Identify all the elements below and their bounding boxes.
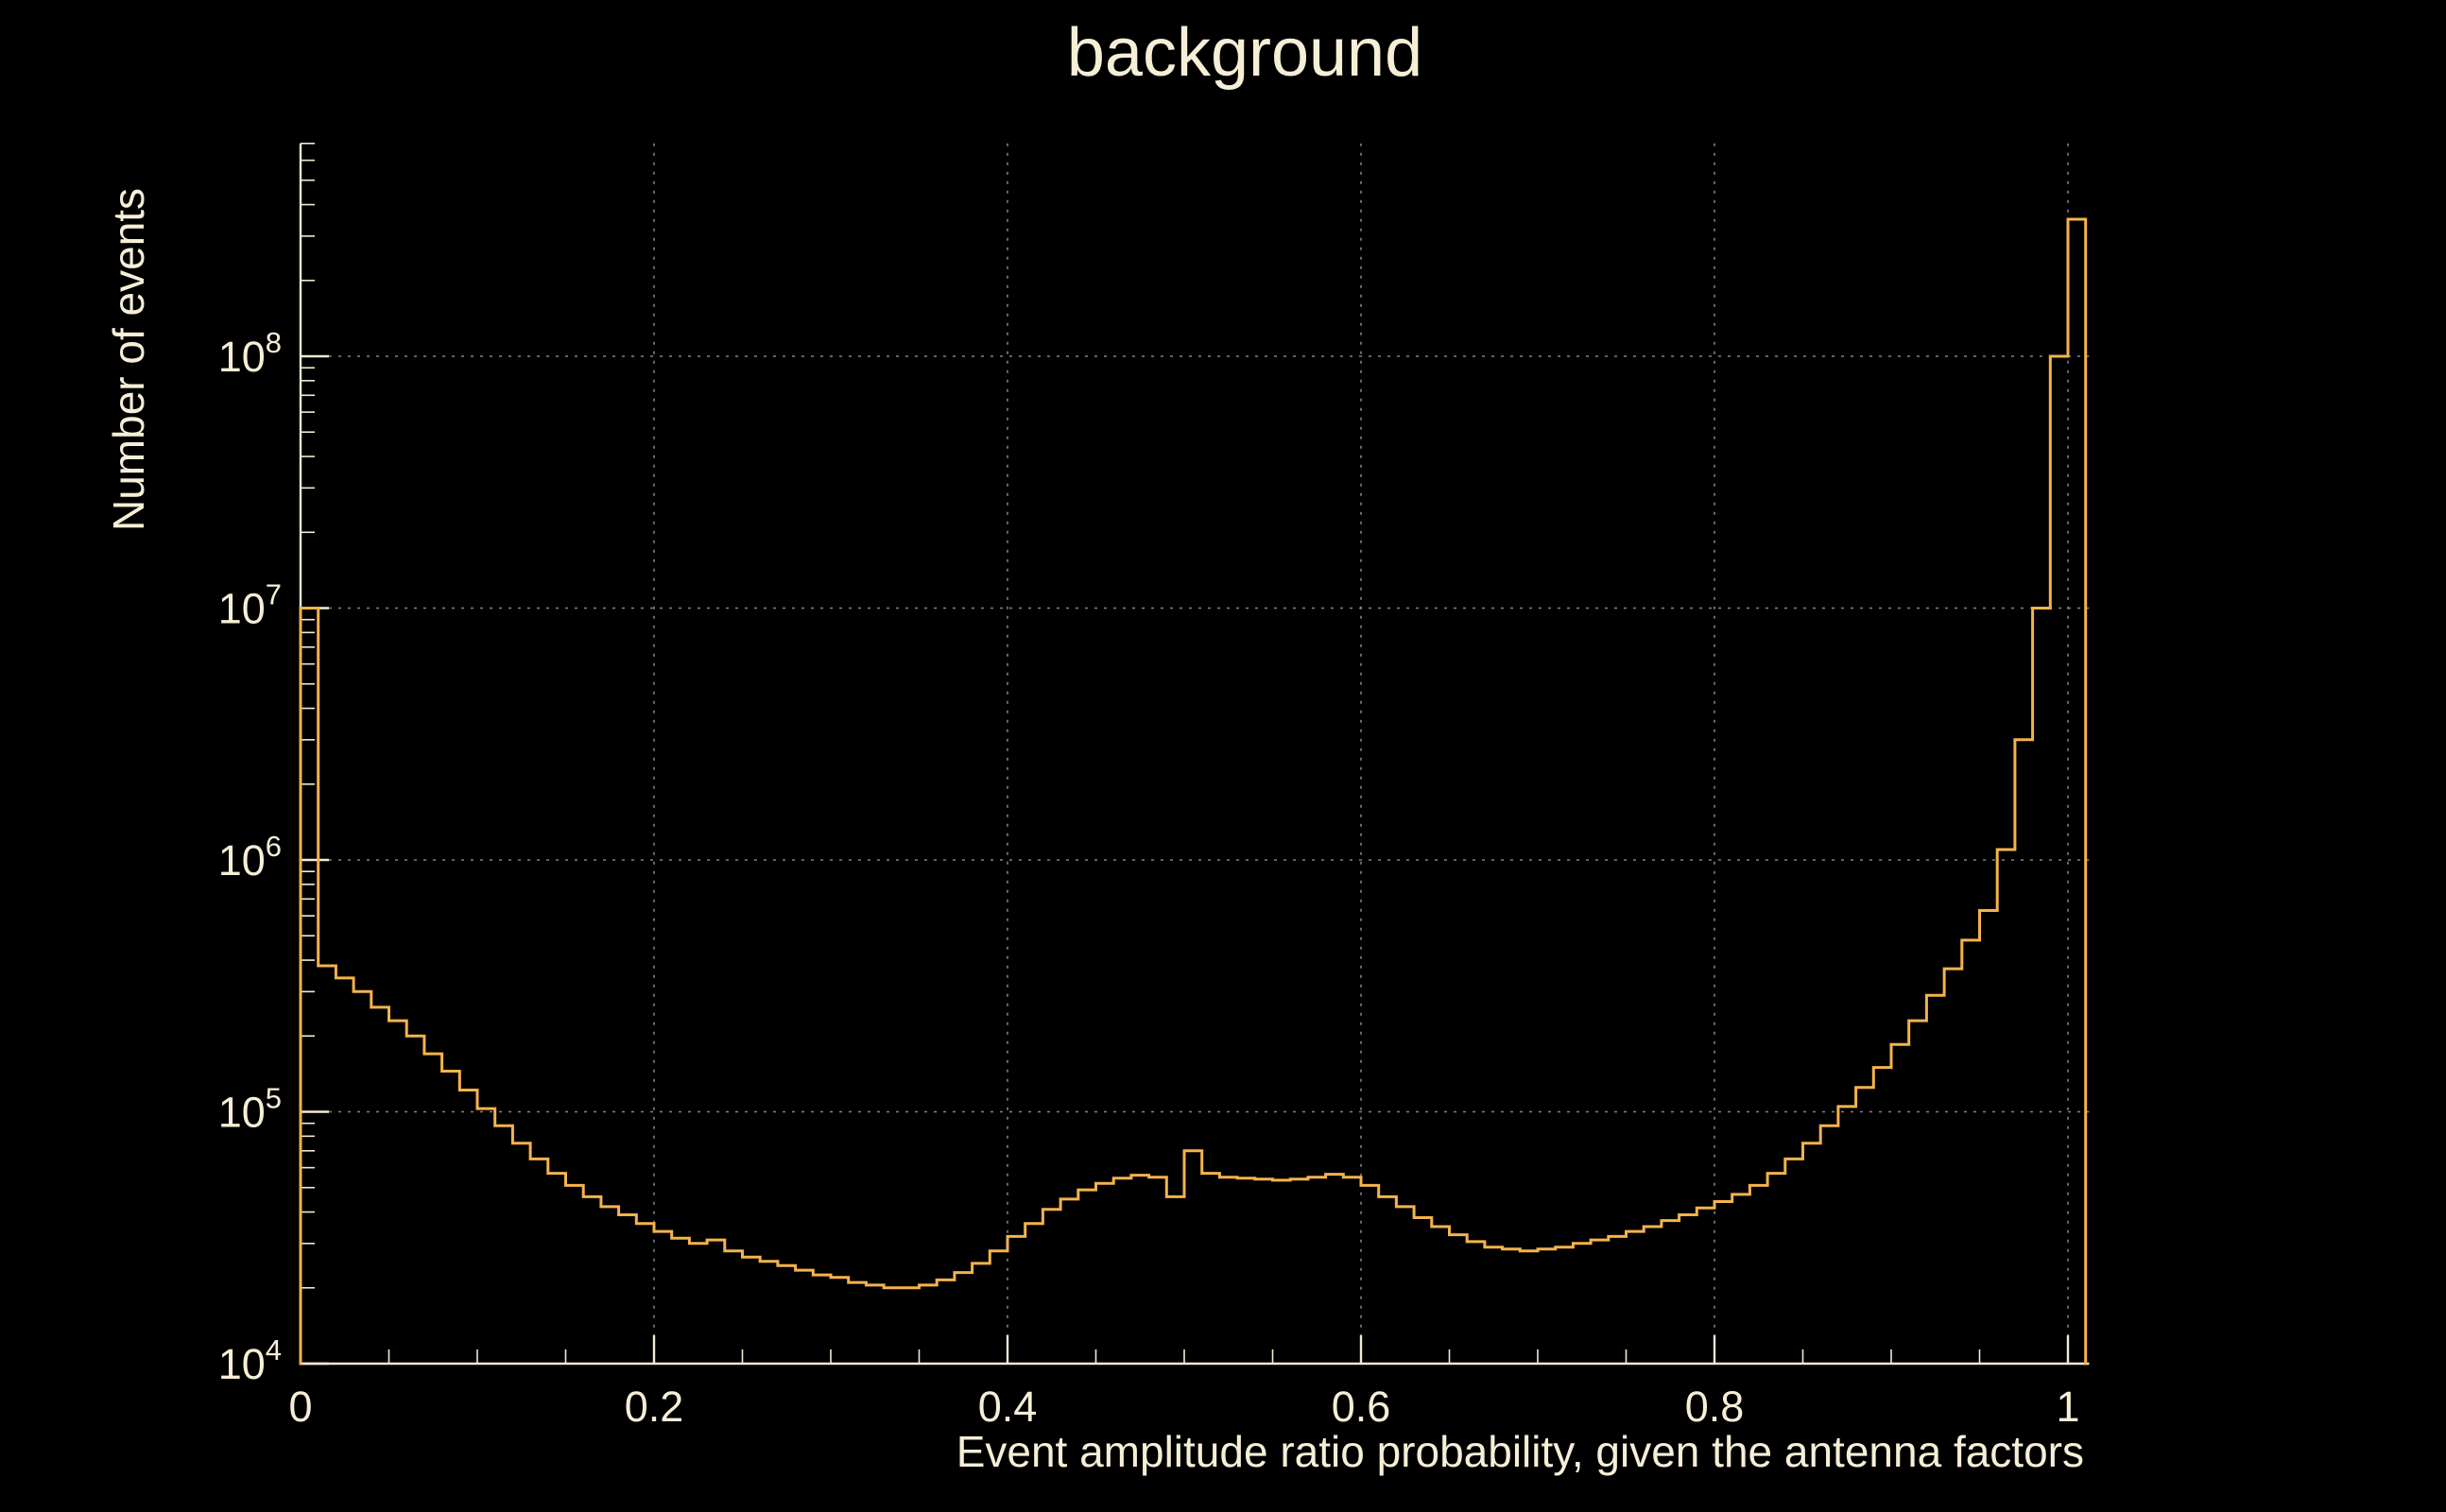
axis-tick-labels: 104 105 106 107 108 0 0.2 0.4 0.6 0.8 1 bbox=[218, 326, 2080, 1431]
chart-title: background bbox=[1067, 15, 1422, 91]
gridlines bbox=[301, 143, 2090, 1364]
y-axis-label: Number of events bbox=[104, 188, 153, 531]
svg-text:108: 108 bbox=[218, 326, 282, 381]
svg-text:107: 107 bbox=[218, 578, 282, 633]
svg-text:106: 106 bbox=[218, 830, 282, 885]
svg-text:0: 0 bbox=[288, 1383, 312, 1431]
svg-text:0.2: 0.2 bbox=[625, 1383, 684, 1431]
svg-text:1: 1 bbox=[2056, 1383, 2079, 1431]
x-axis-label: Event amplitude ratio probability, given… bbox=[956, 1427, 2084, 1476]
axes bbox=[299, 143, 2090, 1366]
svg-text:0.8: 0.8 bbox=[1685, 1383, 1745, 1431]
svg-text:0.4: 0.4 bbox=[978, 1383, 1038, 1431]
svg-text:105: 105 bbox=[218, 1082, 282, 1137]
svg-text:104: 104 bbox=[218, 1333, 282, 1388]
histogram-line bbox=[299, 217, 2088, 1366]
svg-text:0.6: 0.6 bbox=[1332, 1383, 1391, 1431]
